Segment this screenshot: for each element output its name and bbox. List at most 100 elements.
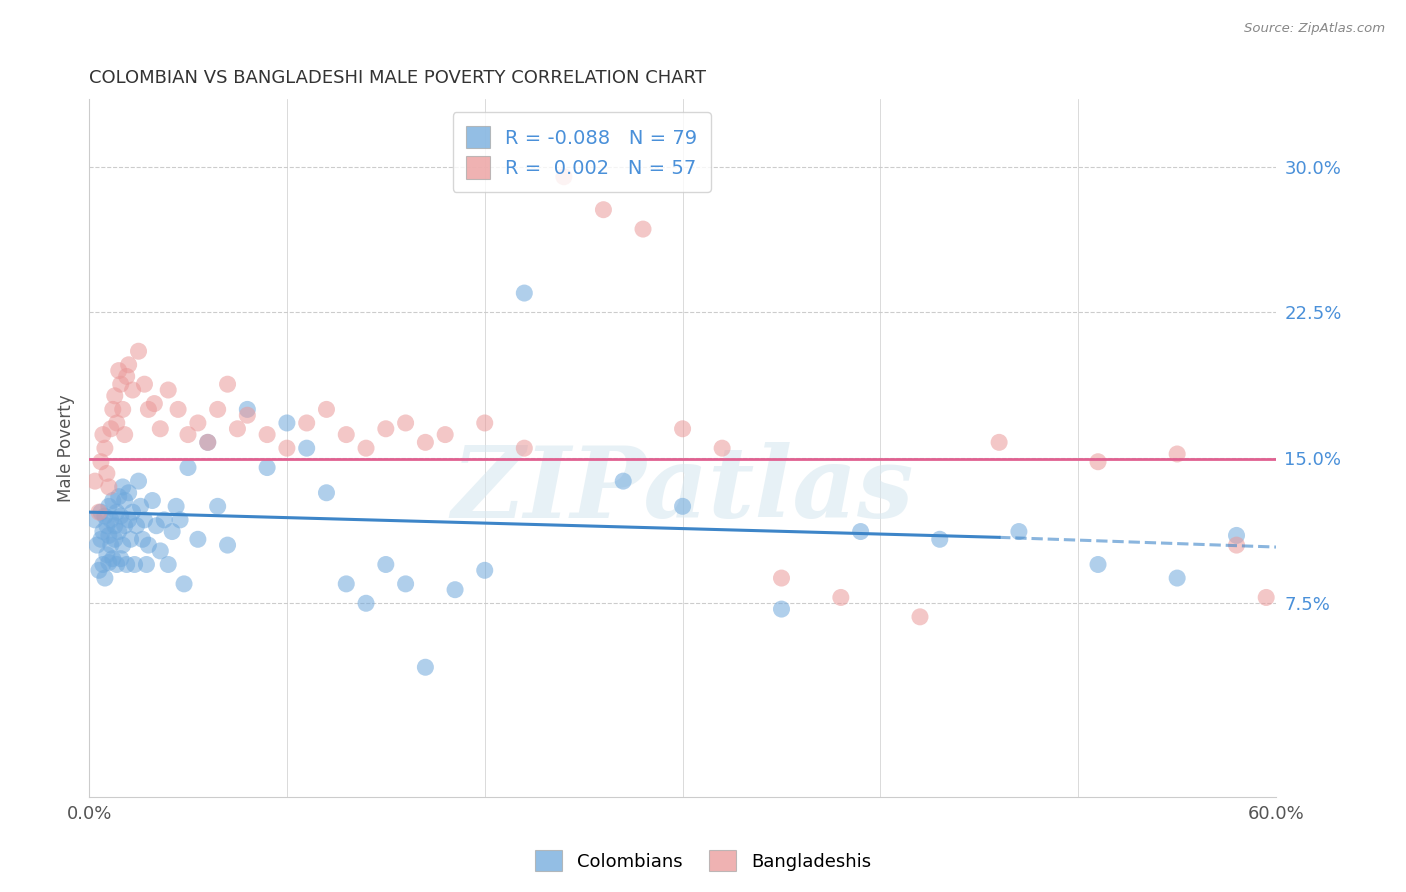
Point <box>849 524 872 539</box>
Point <box>908 610 931 624</box>
Point <box>256 427 278 442</box>
Point <box>173 577 195 591</box>
Point <box>143 396 166 410</box>
Point <box>121 505 143 519</box>
Point <box>101 493 124 508</box>
Point <box>134 513 156 527</box>
Point <box>177 427 200 442</box>
Point <box>111 402 134 417</box>
Point <box>97 556 120 570</box>
Point <box>94 571 117 585</box>
Point <box>114 493 136 508</box>
Point <box>94 441 117 455</box>
Point <box>217 377 239 392</box>
Point <box>111 538 134 552</box>
Point <box>295 441 318 455</box>
Point <box>276 441 298 455</box>
Point <box>97 528 120 542</box>
Point <box>107 524 129 539</box>
Point <box>138 538 160 552</box>
Point <box>135 558 157 572</box>
Point <box>90 505 112 519</box>
Point <box>256 460 278 475</box>
Point <box>110 551 132 566</box>
Point <box>97 480 120 494</box>
Point <box>165 500 187 514</box>
Point <box>671 422 693 436</box>
Point <box>988 435 1011 450</box>
Text: ZIPatlas: ZIPatlas <box>451 442 914 538</box>
Point <box>474 563 496 577</box>
Point <box>315 485 337 500</box>
Point <box>96 548 118 562</box>
Point <box>236 408 259 422</box>
Point <box>1256 591 1278 605</box>
Point <box>153 513 176 527</box>
Point <box>138 402 160 417</box>
Point <box>1087 455 1109 469</box>
Point <box>90 455 112 469</box>
Legend: R = -0.088   N = 79, R =  0.002   N = 57: R = -0.088 N = 79, R = 0.002 N = 57 <box>453 112 711 193</box>
Text: Source: ZipAtlas.com: Source: ZipAtlas.com <box>1244 22 1385 36</box>
Point <box>631 222 654 236</box>
Point <box>169 513 191 527</box>
Point <box>295 416 318 430</box>
Point <box>374 422 396 436</box>
Point <box>131 533 153 547</box>
Point <box>207 500 229 514</box>
Point <box>110 509 132 524</box>
Point <box>513 286 536 301</box>
Point <box>394 416 416 430</box>
Point <box>612 474 634 488</box>
Point <box>1166 447 1188 461</box>
Point <box>97 500 120 514</box>
Point <box>354 596 377 610</box>
Point <box>110 377 132 392</box>
Point <box>107 363 129 377</box>
Point <box>100 422 122 436</box>
Point <box>104 518 127 533</box>
Point <box>120 533 142 547</box>
Point <box>91 558 114 572</box>
Point <box>84 513 107 527</box>
Point <box>91 427 114 442</box>
Point <box>197 435 219 450</box>
Point <box>105 505 128 519</box>
Point <box>226 422 249 436</box>
Y-axis label: Male Poverty: Male Poverty <box>58 394 75 502</box>
Point <box>592 202 614 217</box>
Point <box>711 441 734 455</box>
Point <box>121 383 143 397</box>
Point <box>114 427 136 442</box>
Point <box>394 577 416 591</box>
Point <box>553 169 575 184</box>
Point <box>101 402 124 417</box>
Point <box>117 358 139 372</box>
Point <box>128 474 150 488</box>
Point <box>91 524 114 539</box>
Point <box>513 441 536 455</box>
Point <box>197 435 219 450</box>
Point <box>114 518 136 533</box>
Point <box>149 422 172 436</box>
Point <box>129 500 152 514</box>
Point <box>100 538 122 552</box>
Point <box>115 369 138 384</box>
Point <box>149 544 172 558</box>
Point <box>157 383 180 397</box>
Point <box>830 591 852 605</box>
Point <box>236 402 259 417</box>
Point <box>107 490 129 504</box>
Point <box>217 538 239 552</box>
Point <box>145 518 167 533</box>
Point <box>415 435 437 450</box>
Point <box>354 441 377 455</box>
Point <box>1225 528 1247 542</box>
Point <box>444 582 467 597</box>
Point <box>111 480 134 494</box>
Point <box>1166 571 1188 585</box>
Point <box>115 558 138 572</box>
Point <box>105 558 128 572</box>
Point <box>87 505 110 519</box>
Point <box>94 509 117 524</box>
